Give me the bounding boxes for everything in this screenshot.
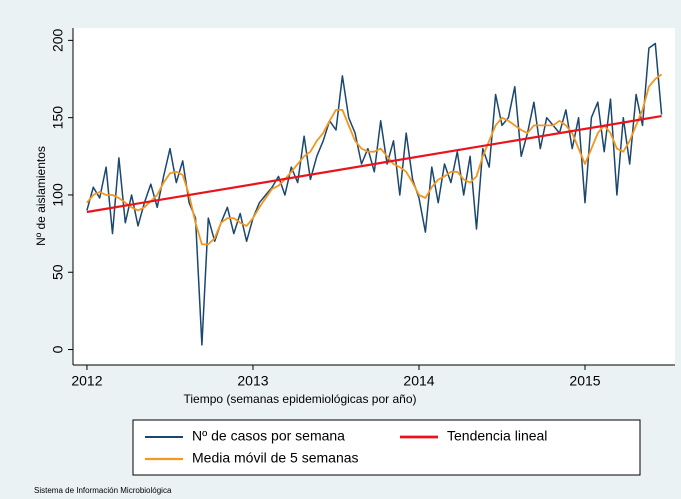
x-tick-label: 2013: [237, 373, 268, 389]
y-tick-label: 100: [50, 183, 66, 207]
y-tick-label: 50: [50, 264, 66, 280]
legend-label: Tendencia lineal: [447, 428, 547, 444]
x-tick-label: 2015: [569, 373, 600, 389]
legend-label: Media móvil de 5 semanas: [192, 450, 359, 466]
y-tick-label: 200: [50, 28, 66, 52]
footer: Sistema de Información Microbiológica: [34, 486, 172, 495]
x-tick-label: 2012: [71, 373, 102, 389]
y-axis-label: Nº de aislamientos: [34, 146, 48, 246]
y-tick-label: 0: [50, 345, 66, 353]
series-line: [86, 42, 663, 346]
legend: [132, 419, 641, 476]
x-tick-label: 2014: [403, 373, 434, 389]
series-line: [86, 115, 662, 214]
series-line: [86, 73, 663, 246]
x-axis-label: Tiempo (semanas epidemiológicas por año): [183, 392, 416, 406]
y-tick-label: 150: [50, 106, 66, 130]
legend-label: Nº de casos por semana: [192, 428, 345, 444]
